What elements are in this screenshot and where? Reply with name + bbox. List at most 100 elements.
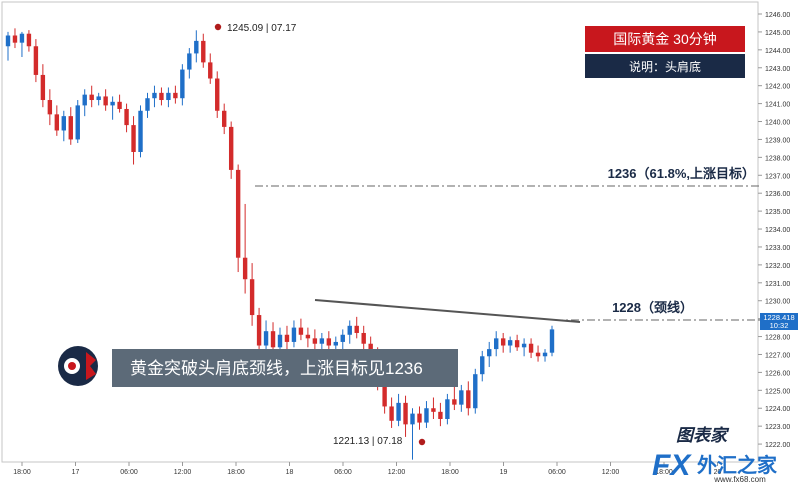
candle-body: [194, 40, 199, 54]
y-tick-label: 1242.00: [765, 84, 790, 91]
candle-body: [138, 110, 143, 152]
candle-body: [389, 406, 394, 421]
candle-body: [256, 315, 262, 346]
candle-body: [535, 352, 541, 357]
x-tick-label: 18:00: [655, 469, 673, 476]
candle-body: [159, 92, 164, 101]
candle-body: [549, 329, 555, 353]
candle-body: [145, 98, 150, 111]
candle-body: [249, 279, 255, 316]
y-tick-label: 1233.00: [765, 245, 790, 252]
x-tick-label: 18:00: [441, 469, 459, 476]
candle-body: [494, 338, 499, 350]
price-tag-time: 10:32: [770, 321, 789, 330]
candle-body: [298, 327, 304, 335]
candle-body: [117, 101, 122, 109]
candle-body: [33, 46, 39, 75]
candle-body: [354, 325, 359, 333]
y-tick-label: 1227.00: [765, 352, 790, 359]
y-tick-label: 1224.00: [765, 406, 790, 413]
candle-body: [291, 327, 297, 342]
subtitle-badge: [585, 54, 745, 78]
candle-body: [361, 332, 366, 344]
annotation-banner-text: 黄金突破头肩底颈线，上涨目标见1236: [130, 359, 423, 378]
y-tick-label: 1241.00: [765, 102, 790, 109]
candle-body: [305, 334, 311, 339]
x-tick-label: 06:00: [548, 469, 566, 476]
watermark-fx-text: FX: [652, 449, 692, 482]
candle-body: [54, 114, 60, 131]
y-tick-label: 1228.00: [765, 335, 790, 342]
candle-body: [500, 338, 506, 346]
price-tag-value: 1228.418: [763, 313, 794, 322]
y-tick-label: 1225.00: [765, 388, 790, 395]
candle-body: [19, 33, 25, 43]
y-tick-label: 1234.00: [765, 227, 790, 234]
candle-body: [521, 343, 527, 348]
candle-body: [347, 325, 352, 335]
analyst-logo: [58, 346, 98, 386]
candle-body: [235, 169, 241, 258]
y-tick-label: 1223.00: [765, 424, 790, 431]
candle-body: [96, 96, 101, 101]
candle-body: [12, 35, 18, 43]
neckline-trendline: [314, 299, 581, 323]
grid-ticks: 1222.00 1223.00 1224.00 1225.00 1226.00 1227.…: [13, 12, 790, 476]
y-tick-label: 1231.00: [765, 281, 790, 288]
candle-body: [263, 331, 269, 346]
candle-body: [47, 100, 53, 115]
candle-body: [514, 340, 520, 348]
candle-body: [277, 334, 283, 348]
subtitle-badge-text: 说明：头肩底: [629, 59, 701, 74]
candle-body: [242, 257, 248, 280]
y-tick-label: 1232.00: [765, 263, 790, 270]
candle-body: [173, 92, 178, 99]
candle-body: [319, 338, 325, 344]
y-tick-label: 1230.00: [765, 299, 790, 306]
candle-body: [5, 35, 11, 47]
y-tick-label: 1226.00: [765, 370, 790, 377]
y-tick-label: 1235.00: [765, 209, 790, 216]
price-tag: [760, 313, 798, 330]
y-tick-label: 1239.00: [765, 137, 790, 144]
high-marker-label: 1245.09 | 07.17: [227, 23, 297, 34]
candle-body: [180, 69, 185, 99]
x-tick-label: 06:00: [334, 469, 352, 476]
y-tick-label: 1245.00: [765, 30, 790, 37]
candle-body: [466, 390, 471, 409]
y-tick-label: 1237.00: [765, 173, 790, 180]
low-marker-dot: [418, 438, 426, 446]
y-tick-label: 1246.00: [765, 12, 790, 19]
candle-body: [438, 411, 443, 419]
title-badge-text: 国际黄金 30分钟: [613, 31, 716, 47]
x-tick-label: 18:00: [13, 469, 31, 476]
x-tick-label: 20: [714, 469, 722, 476]
candle-body: [103, 96, 108, 106]
annotation-banner: [112, 349, 458, 387]
high-marker-dot: [214, 23, 222, 31]
x-tick-label: 19: [500, 469, 508, 476]
candle-body: [124, 108, 129, 126]
candle-body: [368, 343, 373, 353]
candle-body: [68, 116, 73, 140]
candle-body: [131, 125, 136, 152]
candle-body: [452, 399, 457, 405]
candle-body: [396, 402, 401, 421]
x-tick-label: 12:00: [602, 469, 620, 476]
candle-body: [340, 334, 345, 342]
candle-body: [326, 338, 332, 346]
watermark-main-text: 外汇之家: [697, 453, 778, 477]
candle-body: [312, 338, 318, 344]
y-tick-label: 1240.00: [765, 120, 790, 127]
y-tick-label: 1236.00: [765, 191, 790, 198]
candle-body: [40, 74, 46, 101]
candle-body: [333, 341, 338, 346]
candle-body: [82, 94, 87, 106]
candle-body: [61, 116, 66, 131]
candle-body: [445, 399, 450, 419]
y-tick-label: 1222.00: [765, 442, 790, 449]
x-tick-label: 18:00: [227, 469, 245, 476]
y-tick-label: 1243.00: [765, 66, 790, 73]
neckline-level-label: 1228（颈线）: [612, 300, 693, 315]
